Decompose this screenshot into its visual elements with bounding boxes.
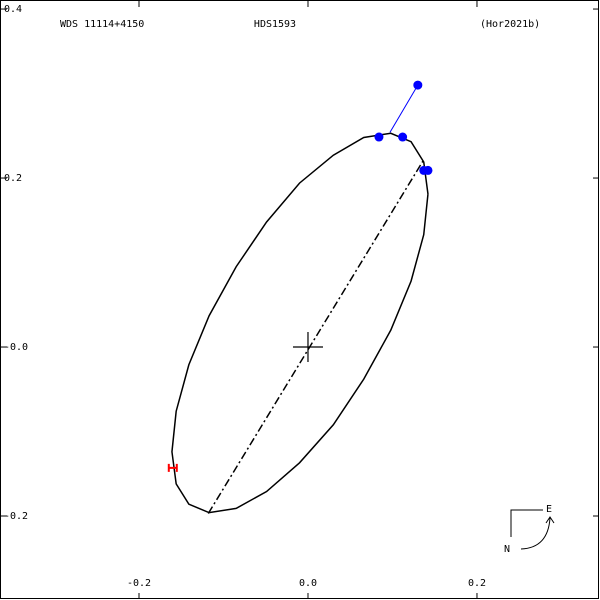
reference: (Hor2021b) <box>480 19 540 30</box>
x-tick-label: 0.0 <box>299 578 317 589</box>
compass-arrow <box>520 516 555 550</box>
chart-title: HDS1593 <box>254 19 296 30</box>
compass-north: N <box>504 544 510 555</box>
measurement <box>423 165 433 175</box>
compass-east: E <box>546 504 552 515</box>
measurement <box>374 132 384 142</box>
y-tick-label: -0.0 <box>4 342 28 353</box>
measurement-errorbar <box>167 463 178 472</box>
y-tick-label: -0.2 <box>4 511 28 522</box>
measurement <box>398 132 408 142</box>
x-tick-label: 0.2 <box>468 578 486 589</box>
orbit-line <box>171 132 429 514</box>
y-tick-label: 0.4 <box>4 4 22 15</box>
y-tick-label: 0.2 <box>4 173 22 184</box>
x-tick-label: -0.2 <box>127 578 151 589</box>
primary-star <box>292 332 323 363</box>
measurement <box>413 80 423 90</box>
orbit-line <box>389 84 419 133</box>
line-of-nodes <box>207 160 424 514</box>
compass <box>510 509 543 537</box>
system-id: WDS 11114+4150 <box>60 19 144 30</box>
